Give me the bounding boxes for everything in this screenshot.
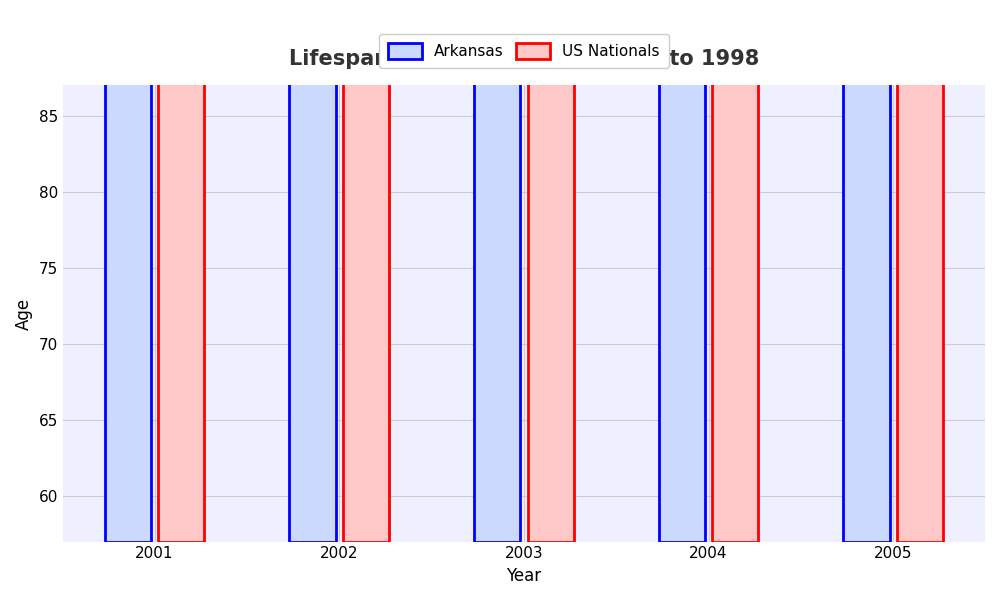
Bar bbox=[528, 0, 574, 542]
Bar bbox=[158, 0, 204, 542]
Bar bbox=[843, 0, 890, 542]
Bar bbox=[659, 0, 705, 542]
Bar bbox=[343, 0, 389, 542]
Bar bbox=[105, 0, 151, 542]
Bar bbox=[712, 0, 758, 542]
X-axis label: Year: Year bbox=[506, 567, 541, 585]
Legend: Arkansas, US Nationals: Arkansas, US Nationals bbox=[379, 34, 669, 68]
Bar bbox=[289, 0, 336, 542]
Bar bbox=[474, 0, 520, 542]
Title: Lifespan in Arkansas from 1976 to 1998: Lifespan in Arkansas from 1976 to 1998 bbox=[289, 49, 759, 68]
Bar bbox=[897, 0, 943, 542]
Y-axis label: Age: Age bbox=[15, 298, 33, 329]
